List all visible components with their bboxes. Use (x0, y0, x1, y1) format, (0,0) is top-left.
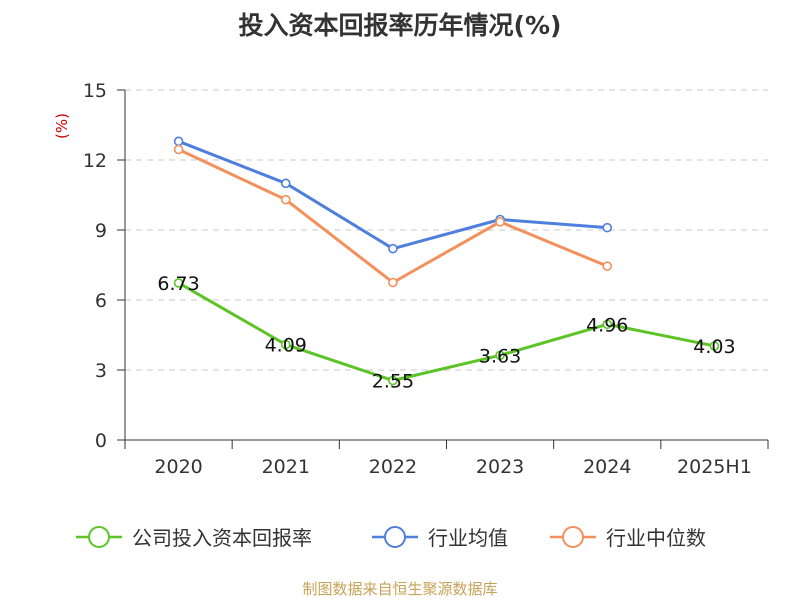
y-tick-label: 15 (83, 80, 107, 102)
y-tick-label: 12 (83, 150, 107, 172)
data-point (173, 136, 184, 147)
data-point (280, 339, 291, 350)
y-tick-label: 3 (95, 360, 107, 382)
data-point (709, 341, 720, 351)
data-point (280, 194, 291, 205)
series-line-2 (177, 148, 608, 284)
data-point (173, 144, 184, 155)
data-label: 2.55 (372, 371, 414, 393)
legend-marker (384, 526, 406, 548)
data-point (173, 278, 184, 288)
data-point (388, 243, 398, 254)
data-point (388, 375, 398, 386)
x-tick-label: 2021 (262, 456, 310, 478)
data-point (388, 277, 398, 288)
legend-label: 行业中位数 (606, 526, 706, 550)
data-point (602, 222, 613, 233)
legend-label: 行业均值 (428, 526, 508, 550)
y-tick-label: 9 (95, 220, 107, 242)
x-tick-label: 2020 (154, 456, 202, 478)
x-tick-label: 2025H1 (677, 456, 752, 478)
source-note: 制图数据来自恒生聚源数据库 (302, 580, 498, 598)
series-line-1 (178, 139, 608, 251)
x-tick-label: 2024 (583, 456, 631, 478)
y-tick-label: 0 (95, 430, 107, 452)
data-point (280, 178, 291, 189)
y-axis-label: (%) (53, 113, 71, 139)
data-point (602, 261, 613, 271)
data-label: 4.09 (265, 335, 307, 357)
legend-marker (88, 526, 110, 548)
data-label: 4.03 (693, 336, 735, 358)
data-label: 6.73 (157, 273, 199, 295)
legend-marker (562, 526, 584, 548)
chart-title: 投入资本回报率历年情况(%) (238, 11, 562, 40)
data-point (495, 350, 505, 361)
x-tick-label: 2022 (369, 456, 417, 478)
x-tick-label: 2023 (476, 456, 524, 478)
y-tick-label: 6 (95, 290, 107, 312)
legend-label: 公司投入资本回报率 (132, 526, 312, 550)
data-label: 3.63 (479, 345, 521, 367)
data-point (602, 319, 613, 330)
data-label: 4.96 (586, 314, 628, 336)
data-point (495, 217, 505, 227)
series-line-0 (177, 281, 715, 382)
